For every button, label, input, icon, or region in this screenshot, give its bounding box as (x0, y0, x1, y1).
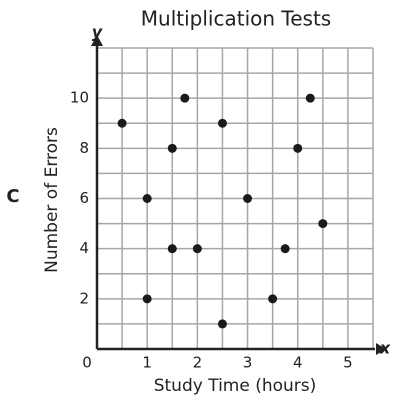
x-tick-label: 4 (293, 354, 303, 372)
point (142, 294, 152, 304)
x-tick-label: 3 (243, 354, 253, 372)
plot: 0 1 2 3 4 5 2 4 6 8 10 (70, 35, 386, 372)
y-tick-label: 10 (70, 89, 89, 107)
x-axis-label: Study Time (hours) (154, 376, 317, 396)
x-tick-label: 5 (343, 354, 353, 372)
point (318, 219, 328, 229)
x-arrow (376, 343, 386, 355)
point (217, 118, 227, 128)
point (180, 93, 190, 103)
x-axis-letter: x (379, 339, 391, 358)
point (293, 143, 303, 153)
y-axis-letter: y (92, 23, 103, 42)
x-tick-label: 1 (142, 354, 152, 372)
point (280, 244, 290, 254)
y-tick-label: 4 (79, 239, 89, 257)
point (117, 118, 127, 128)
y-arrow (91, 35, 103, 46)
point (305, 93, 315, 103)
point (192, 244, 202, 254)
panel-label: C (6, 186, 19, 207)
y-axis-label: Number of Errors (42, 127, 62, 273)
y-tick-label: 8 (79, 139, 89, 157)
x-tick-label: 0 (82, 354, 92, 372)
point (167, 244, 177, 254)
chart-title: Multiplication Tests (141, 7, 331, 31)
point (217, 319, 227, 329)
x-tick-label: 2 (193, 354, 203, 372)
point (268, 294, 278, 304)
point (167, 143, 177, 153)
point (142, 194, 152, 203)
point (243, 194, 253, 203)
y-tick-label: 6 (79, 189, 89, 207)
y-tick-label: 2 (79, 289, 89, 307)
